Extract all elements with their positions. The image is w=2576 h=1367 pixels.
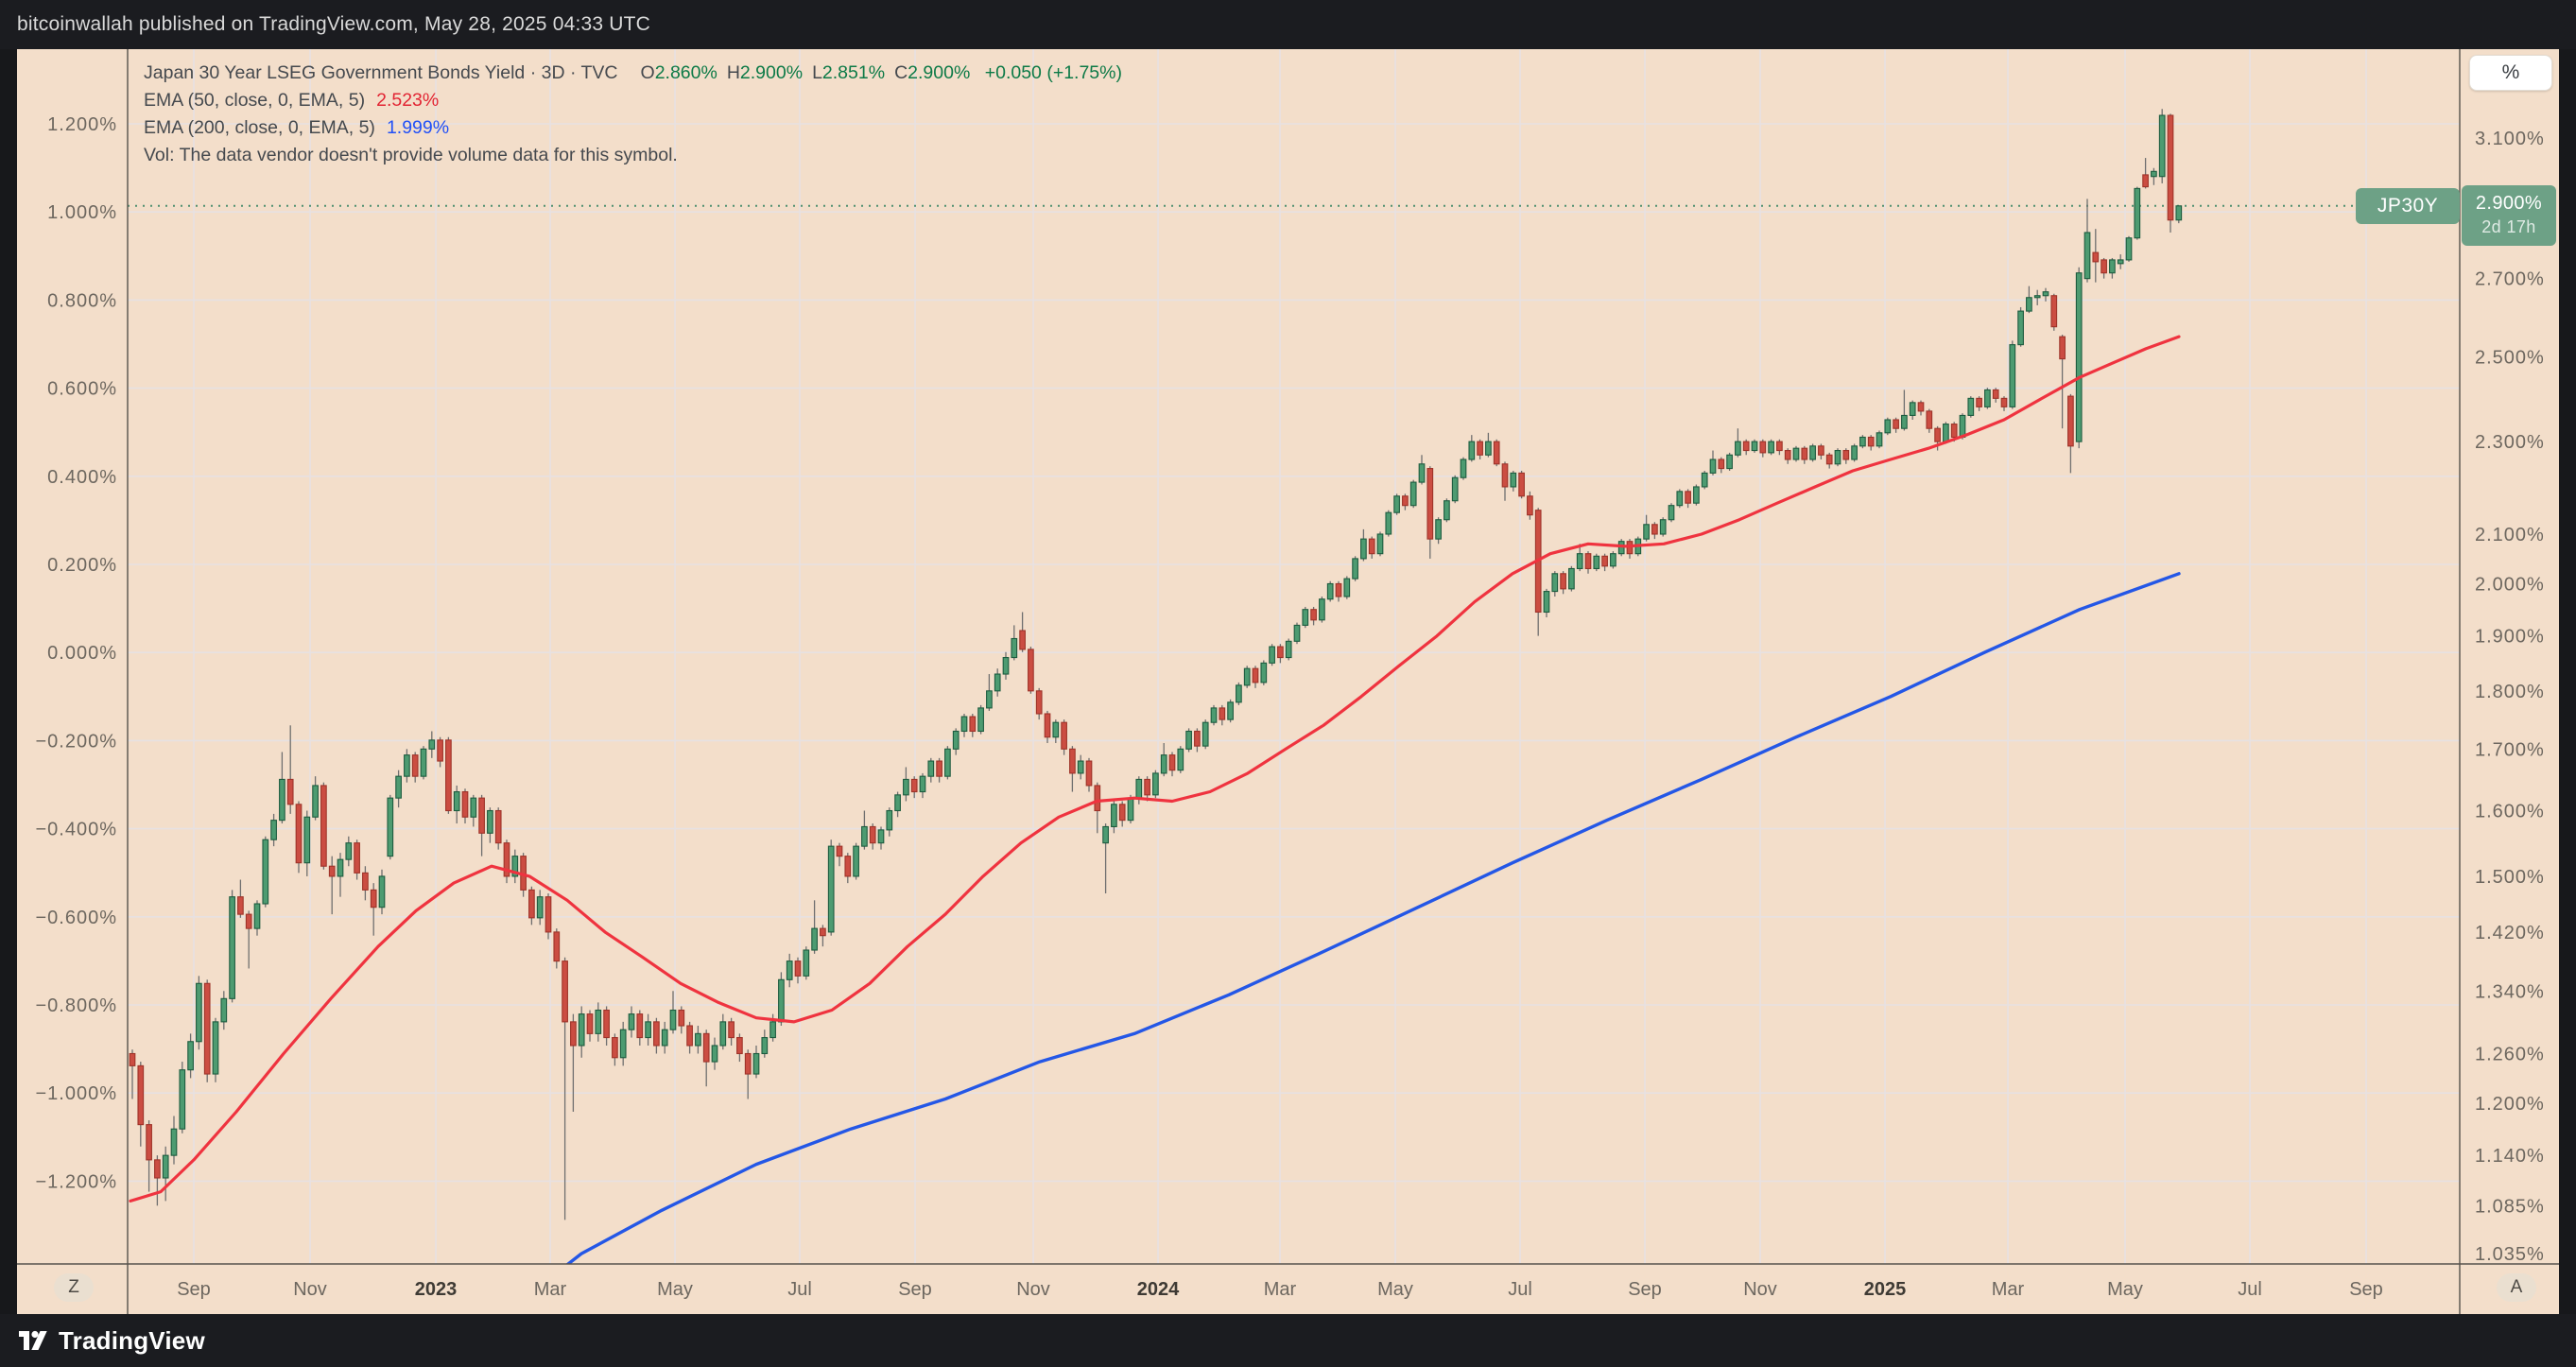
symbol-title: Japan 30 Year LSEG Government Bonds Yiel… <box>144 62 618 83</box>
axis-borders <box>17 49 2559 1314</box>
bar-countdown-text: 2d 17h <box>2481 216 2536 236</box>
auto-scale-label: A <box>2510 1277 2523 1297</box>
y-axis-label: 0.000% <box>47 643 117 664</box>
candles <box>129 109 2183 1220</box>
time-axis-label: Mar <box>534 1279 567 1300</box>
y-axis-label: 2.500% <box>2475 347 2545 368</box>
symbol-flag-text: JP30Y <box>2377 194 2439 216</box>
time-axis-label: 2024 <box>1137 1279 1180 1300</box>
ema50-value: 2.523% <box>376 90 440 111</box>
time-axis-label: Mar <box>1264 1279 1297 1300</box>
last-price-axis-badge: 2.900% 2d 17h <box>2462 184 2556 246</box>
auto-scale-button[interactable]: A <box>2497 1273 2536 1302</box>
left-price-scale[interactable]: 1.200% 1.000% 0.800% 0.600% 0.400% 0.200% 0.00… <box>35 114 117 1192</box>
y-axis-label: 1.035% <box>2475 1244 2545 1265</box>
open-value: 2.860% <box>654 62 717 83</box>
y-axis-label: 2.300% <box>2475 432 2545 453</box>
ema50-label: EMA (50, close, 0, EMA, 5) <box>144 90 366 111</box>
y-axis-label: −0.800% <box>35 995 117 1016</box>
y-axis-label: 3.100% <box>2475 129 2545 149</box>
timezone-label: Z <box>68 1277 79 1297</box>
high-label: H <box>726 62 740 83</box>
y-axis-label: 1.500% <box>2475 867 2545 888</box>
time-axis-label: Jul <box>787 1279 812 1300</box>
time-axis-label: May <box>657 1279 693 1300</box>
time-axis-label: Sep <box>898 1279 932 1300</box>
y-axis-label: 1.900% <box>2475 627 2545 648</box>
attribution-text: bitcoinwallah published on TradingView.c… <box>17 13 651 35</box>
y-axis-label: 1.340% <box>2475 981 2545 1002</box>
y-axis-label: 2.100% <box>2475 525 2545 545</box>
ema200-value: 1.999% <box>386 117 450 138</box>
time-axis-label: Nov <box>1016 1279 1050 1300</box>
time-axis-label: Sep <box>177 1279 211 1300</box>
high-value: 2.900% <box>739 62 804 83</box>
percent-scale-button[interactable]: % <box>2469 55 2552 91</box>
y-axis-label: 1.600% <box>2475 802 2545 822</box>
y-axis-label: 0.600% <box>47 379 117 400</box>
time-axis-label: 2023 <box>415 1279 458 1300</box>
grid <box>128 49 2460 1264</box>
chart-legend: Japan 30 Year LSEG Government Bonds Yiel… <box>144 60 1122 169</box>
low-label: L <box>812 62 822 83</box>
y-axis-label: 1.700% <box>2475 739 2545 760</box>
timezone-button[interactable]: Z <box>54 1273 94 1302</box>
y-axis-label: −0.200% <box>35 731 117 752</box>
change-value: +0.050 (+1.75%) <box>984 62 1122 83</box>
y-axis-label: 1.000% <box>47 202 117 223</box>
right-price-scale[interactable]: 3.100% 2.700% 2.500% 2.300% 2.100% 2.000% 1.90… <box>2475 129 2545 1265</box>
legend-volume-row[interactable]: Vol: The data vendor doesn't provide vol… <box>144 142 1122 169</box>
time-axis-label: May <box>2107 1279 2143 1300</box>
y-axis-label: 0.200% <box>47 555 117 576</box>
time-axis-label: Jul <box>2238 1279 2262 1300</box>
low-value: 2.851% <box>821 62 886 83</box>
close-label: C <box>894 62 908 83</box>
ema-line <box>129 335 2181 1203</box>
legend-symbol-row[interactable]: Japan 30 Year LSEG Government Bonds Yiel… <box>144 60 1122 87</box>
chart-panel <box>17 49 2559 1314</box>
time-axis-label: Nov <box>1743 1279 1777 1300</box>
time-axis-label: Sep <box>1628 1279 1662 1300</box>
time-axis-label: Mar <box>1992 1279 2025 1300</box>
y-axis-label: 1.140% <box>2475 1146 2545 1167</box>
legend-ema50-row[interactable]: EMA (50, close, 0, EMA, 5) 2.523% <box>144 87 1122 114</box>
y-axis-label: −0.600% <box>35 908 117 928</box>
y-axis-label: 1.800% <box>2475 682 2545 702</box>
y-axis-label: 2.000% <box>2475 574 2545 595</box>
y-axis-label: −1.200% <box>35 1171 117 1192</box>
time-axis-label: Sep <box>2349 1279 2383 1300</box>
y-axis-label: 1.085% <box>2475 1196 2545 1217</box>
volume-note: Vol: The data vendor doesn't provide vol… <box>144 145 678 165</box>
time-axis-label: 2025 <box>1864 1279 1907 1300</box>
last-price-text: 2.900% <box>2475 192 2543 214</box>
footer-bar: TradingView <box>0 1314 2576 1367</box>
y-axis-label: 0.800% <box>47 290 117 311</box>
time-axis-label: Jul <box>1508 1279 1532 1300</box>
ema-line <box>565 572 2181 1264</box>
y-axis-label: 1.200% <box>47 114 117 135</box>
y-axis-label: 1.420% <box>2475 923 2545 943</box>
tradingview-logo-icon <box>19 1330 47 1350</box>
symbol-price-flag: JP30Y <box>2356 187 2460 224</box>
time-axis-label: May <box>1377 1279 1413 1300</box>
legend-ema200-row[interactable]: EMA (200, close, 0, EMA, 5) 1.999% <box>144 114 1122 142</box>
y-axis-label: 1.200% <box>2475 1094 2545 1115</box>
percent-scale-label: % <box>2501 61 2520 83</box>
tradingview-wordmark: TradingView <box>59 1325 205 1355</box>
attribution-bar: bitcoinwallah published on TradingView.c… <box>0 0 2576 49</box>
y-axis-label: 1.260% <box>2475 1044 2545 1064</box>
time-scale[interactable]: Sep Nov 2023 Mar May Jul Sep Nov 2024 Mar May Jul Se… <box>177 1279 2383 1300</box>
time-axis-label: Nov <box>293 1279 327 1300</box>
y-axis-label: −0.400% <box>35 820 117 840</box>
y-axis-label: 0.400% <box>47 467 117 488</box>
open-label: O <box>640 62 655 83</box>
ema200-label: EMA (200, close, 0, EMA, 5) <box>144 117 375 138</box>
close-value: 2.900% <box>908 62 971 83</box>
y-axis-label: −1.000% <box>35 1083 117 1104</box>
y-axis-label: 2.700% <box>2475 269 2545 290</box>
